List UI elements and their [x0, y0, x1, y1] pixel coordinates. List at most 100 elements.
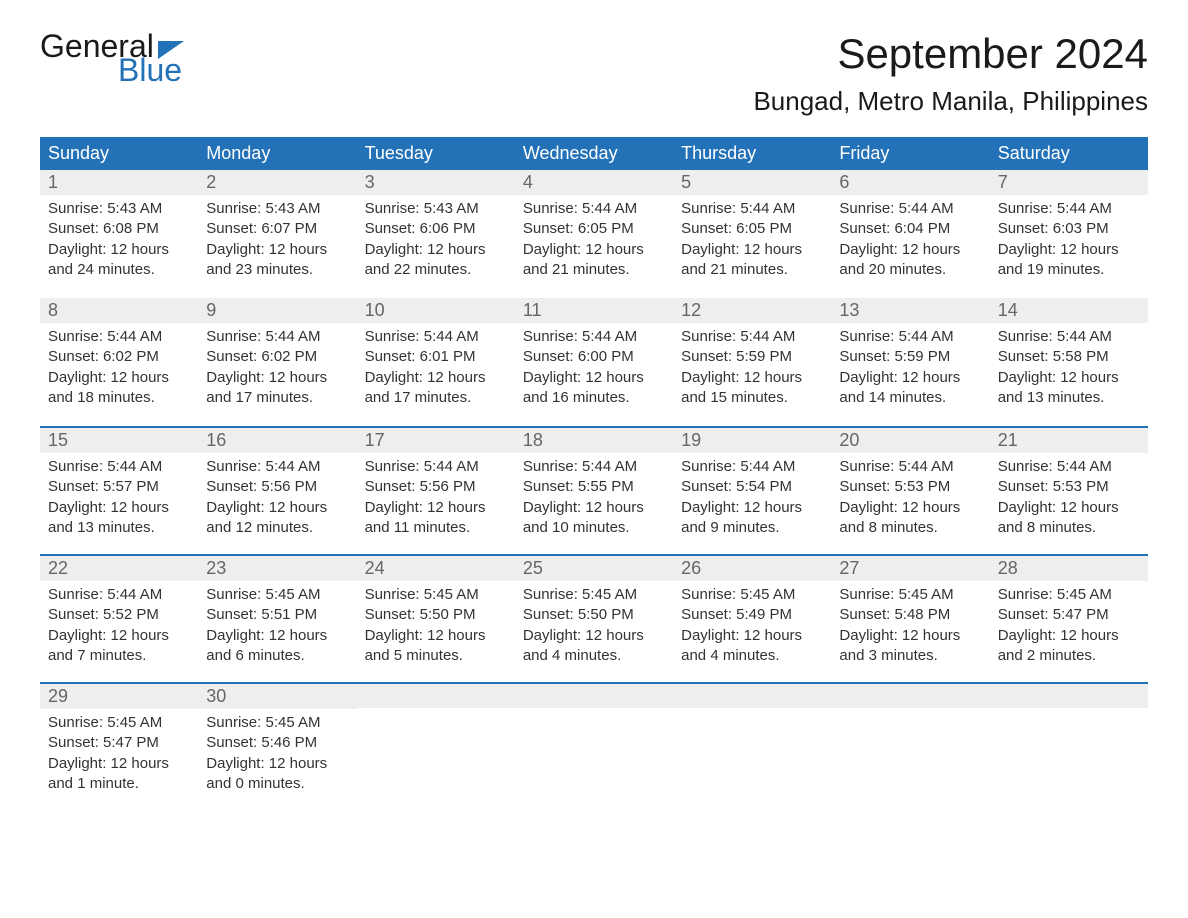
day-cell: 7Sunrise: 5:44 AMSunset: 6:03 PMDaylight…	[990, 170, 1148, 290]
week-row: 15 Sunrise: 5:44 AM Sunset: 5:57 PM Dayligh…	[40, 426, 1148, 546]
sunset-text: Sunset: 5:56 PM	[365, 477, 507, 497]
daylight-text-2: and 23 minutes.	[206, 260, 348, 280]
sunrise-text: Sunrise: 5:45 AM	[365, 585, 507, 605]
sunrise-text: Sunrise: 5:44 AM	[839, 199, 981, 219]
daylight-text-2: and 6 minutes.	[206, 646, 348, 666]
daylight-text-2: and 21 minutes.	[523, 260, 665, 280]
header: General Blue September 2024 Bungad, Metr…	[40, 30, 1148, 117]
sunrise-text: Sunrise: 5:44 AM	[365, 457, 507, 477]
day-cell: 13Sunrise: 5:44 AMSunset: 5:59 PMDayligh…	[831, 298, 989, 418]
daylight-text-2: and 17 minutes.	[206, 388, 348, 408]
sunset-text: Sunset: 6:08 PM	[48, 219, 190, 239]
sunrise-text: Sunrise: 5:44 AM	[206, 457, 348, 477]
daylight-text-1: Daylight: 12 hours	[998, 240, 1140, 260]
day-cell: 22Sunrise: 5:44 AMSunset: 5:52 PMDayligh…	[40, 554, 198, 674]
daylight-text-2: and 20 minutes.	[839, 260, 981, 280]
day-content: Sunrise: 5:44 AMSunset: 6:01 PMDaylight:…	[357, 323, 515, 412]
day-content: Sunrise: 5:44 AMSunset: 5:54 PMDaylight:…	[673, 453, 831, 542]
daylight-text-1: Daylight: 12 hours	[48, 240, 190, 260]
day-cell: 10Sunrise: 5:44 AMSunset: 6:01 PMDayligh…	[357, 298, 515, 418]
day-cell: 4Sunrise: 5:44 AMSunset: 6:05 PMDaylight…	[515, 170, 673, 290]
day-content: Sunrise: 5:43 AMSunset: 6:08 PMDaylight:…	[40, 195, 198, 284]
day-cell: 1Sunrise: 5:43 AMSunset: 6:08 PMDaylight…	[40, 170, 198, 290]
day-content: Sunrise: 5:44 AMSunset: 5:56 PMDaylight:…	[357, 453, 515, 542]
sunset-text: Sunset: 5:57 PM	[48, 477, 190, 497]
sunrise-text: Sunrise: 5:44 AM	[523, 327, 665, 347]
day-number: 16	[198, 426, 356, 453]
daylight-text-2: and 16 minutes.	[523, 388, 665, 408]
day-cell: 11Sunrise: 5:44 AMSunset: 6:00 PMDayligh…	[515, 298, 673, 418]
title-block: September 2024 Bungad, Metro Manila, Phi…	[753, 30, 1148, 117]
day-content: Sunrise: 5:43 AMSunset: 6:07 PMDaylight:…	[198, 195, 356, 284]
daylight-text-2: and 14 minutes.	[839, 388, 981, 408]
day-cell	[515, 682, 673, 802]
day-content: Sunrise: 5:44 AMSunset: 5:53 PMDaylight:…	[990, 453, 1148, 542]
day-number: 20	[831, 426, 989, 453]
daylight-text-2: and 2 minutes.	[998, 646, 1140, 666]
sunrise-text: Sunrise: 5:44 AM	[998, 327, 1140, 347]
day-number	[515, 682, 673, 708]
day-cell: 14Sunrise: 5:44 AMSunset: 5:58 PMDayligh…	[990, 298, 1148, 418]
sunset-text: Sunset: 6:02 PM	[206, 347, 348, 367]
weekday-header: Monday	[198, 137, 356, 170]
day-content: Sunrise: 5:44 AMSunset: 5:59 PMDaylight:…	[831, 323, 989, 412]
sunset-text: Sunset: 6:02 PM	[48, 347, 190, 367]
sunset-text: Sunset: 6:05 PM	[523, 219, 665, 239]
sunrise-text: Sunrise: 5:44 AM	[523, 199, 665, 219]
day-number: 14	[990, 298, 1148, 323]
day-cell: 3Sunrise: 5:43 AMSunset: 6:06 PMDaylight…	[357, 170, 515, 290]
day-number: 4	[515, 170, 673, 195]
day-cell: 19Sunrise: 5:44 AMSunset: 5:54 PMDayligh…	[673, 426, 831, 546]
daylight-text-2: and 0 minutes.	[206, 774, 348, 794]
daylight-text-2: and 10 minutes.	[523, 518, 665, 538]
day-number: 18	[515, 426, 673, 453]
day-content: Sunrise: 5:45 AMSunset: 5:47 PMDaylight:…	[40, 709, 198, 798]
daylight-text-1: Daylight: 12 hours	[206, 754, 348, 774]
day-content: Sunrise: 5:45 AMSunset: 5:50 PMDaylight:…	[515, 581, 673, 670]
daylight-text-2: and 22 minutes.	[365, 260, 507, 280]
day-cell: 6Sunrise: 5:44 AMSunset: 6:04 PMDaylight…	[831, 170, 989, 290]
day-cell: 17Sunrise: 5:44 AMSunset: 5:56 PMDayligh…	[357, 426, 515, 546]
daylight-text-1: Daylight: 12 hours	[48, 754, 190, 774]
day-content: Sunrise: 5:45 AMSunset: 5:48 PMDaylight:…	[831, 581, 989, 670]
day-cell: 8 Sunrise: 5:44 AMSunset: 6:02 PMDaylight…	[40, 298, 198, 418]
sunset-text: Sunset: 5:59 PM	[681, 347, 823, 367]
day-number: 6	[831, 170, 989, 195]
daylight-text-2: and 12 minutes.	[206, 518, 348, 538]
day-number: 15	[40, 426, 198, 453]
sunrise-text: Sunrise: 5:44 AM	[839, 327, 981, 347]
daylight-text-1: Daylight: 12 hours	[48, 368, 190, 388]
daylight-text-1: Daylight: 12 hours	[839, 498, 981, 518]
daylight-text-2: and 15 minutes.	[681, 388, 823, 408]
day-number: 3	[357, 170, 515, 195]
daylight-text-1: Daylight: 12 hours	[206, 368, 348, 388]
daylight-text-2: and 11 minutes.	[365, 518, 507, 538]
day-content: Sunrise: 5:44 AMSunset: 6:03 PMDaylight:…	[990, 195, 1148, 284]
weekday-header: Saturday	[990, 137, 1148, 170]
sunrise-text: Sunrise: 5:43 AM	[206, 199, 348, 219]
day-number: 22	[40, 554, 198, 581]
sunset-text: Sunset: 5:54 PM	[681, 477, 823, 497]
day-number: 23	[198, 554, 356, 581]
sunrise-text: Sunrise: 5:44 AM	[48, 327, 190, 347]
day-cell: 30Sunrise: 5:45 AMSunset: 5:46 PMDayligh…	[198, 682, 356, 802]
sunset-text: Sunset: 5:56 PM	[206, 477, 348, 497]
daylight-text-1: Daylight: 12 hours	[839, 240, 981, 260]
day-number: 30	[198, 682, 356, 709]
day-content: Sunrise: 5:45 AMSunset: 5:49 PMDaylight:…	[673, 581, 831, 670]
sunset-text: Sunset: 5:47 PM	[48, 733, 190, 753]
sunset-text: Sunset: 5:59 PM	[839, 347, 981, 367]
daylight-text-2: and 8 minutes.	[839, 518, 981, 538]
daylight-text-1: Daylight: 12 hours	[523, 498, 665, 518]
sunset-text: Sunset: 6:06 PM	[365, 219, 507, 239]
day-cell: 2Sunrise: 5:43 AMSunset: 6:07 PMDaylight…	[198, 170, 356, 290]
day-content: Sunrise: 5:44 AMSunset: 6:00 PMDaylight:…	[515, 323, 673, 412]
sunrise-text: Sunrise: 5:44 AM	[839, 457, 981, 477]
week-row: 22Sunrise: 5:44 AMSunset: 5:52 PMDayligh…	[40, 554, 1148, 674]
week-row: 29Sunrise: 5:45 AMSunset: 5:47 PMDayligh…	[40, 682, 1148, 802]
weekday-header: Thursday	[673, 137, 831, 170]
day-cell: 28Sunrise: 5:45 AMSunset: 5:47 PMDayligh…	[990, 554, 1148, 674]
logo: General Blue	[40, 30, 184, 86]
day-number: 8	[40, 298, 198, 323]
sunset-text: Sunset: 5:47 PM	[998, 605, 1140, 625]
